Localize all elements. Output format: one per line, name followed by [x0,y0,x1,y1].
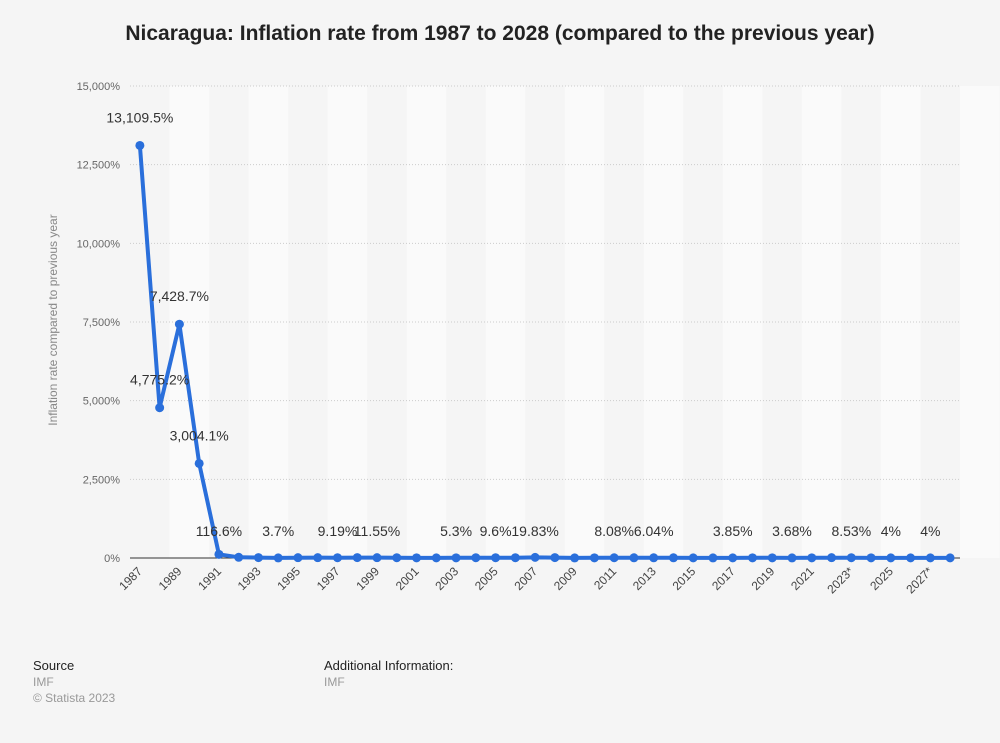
x-tick-label: 1991 [195,564,224,593]
y-tick-label: 12,500% [77,160,121,172]
y-tick-label: 15,000% [77,81,121,93]
data-point [688,553,698,563]
data-point [807,553,817,563]
data-point [273,553,283,563]
x-tick-label: 2019 [749,564,778,593]
data-point [550,553,560,563]
x-tick-label: 2021 [788,564,817,593]
y-tick-label: 0% [104,553,120,565]
source-block: Source IMF © Statista 2023 [33,658,115,706]
data-label: 3,004.1% [170,427,229,443]
data-point [372,553,382,563]
data-label: 3.68% [772,523,812,539]
data-point [866,553,876,563]
data-point [194,458,204,468]
data-point [629,553,639,563]
data-point [510,553,520,563]
data-label: 6.04% [634,523,674,539]
data-point [906,553,916,563]
x-tick-label: 1993 [235,564,264,593]
data-label: 4,775.2% [130,372,189,388]
x-tick-label: 2023* [824,564,856,596]
source-text: IMF [33,675,54,689]
data-label: 116.6% [196,523,242,539]
data-point [570,553,580,563]
data-label: 4% [920,523,940,539]
data-point [412,553,422,563]
data-label: 3.85% [713,523,753,539]
source-heading: Source [33,658,75,673]
data-point [886,553,896,563]
data-point [827,553,837,563]
data-point [135,140,145,150]
additional-info-text: IMF [324,675,345,689]
data-point [649,553,659,563]
data-label: 5.3% [440,523,472,539]
x-tick-label: 1989 [156,564,185,593]
data-label: 9.19% [318,523,358,539]
x-tick-label: 2017 [709,564,738,593]
x-tick-label: 1987 [116,564,145,593]
data-point [333,553,342,563]
data-point [155,403,165,413]
x-tick-label: 2009 [551,564,580,593]
data-point [214,549,224,559]
x-tick-label: 1995 [274,564,303,593]
x-tick-label: 2027* [903,564,935,596]
data-label: 11.55% [354,523,400,539]
data-point [787,553,797,563]
data-point [352,553,362,563]
data-point [234,552,244,562]
data-point [589,553,599,563]
data-point [748,553,757,563]
data-point [174,319,184,329]
x-tick-label: 2013 [630,564,659,593]
data-point [293,553,303,563]
x-tick-label: 2005 [472,564,501,593]
y-tick-label: 10,000% [77,238,121,250]
data-point [530,552,540,562]
x-tick-label: 2001 [393,564,422,593]
data-point [491,553,501,563]
data-point [392,553,402,563]
y-axis-title: Inflation rate compared to previous year [46,214,60,425]
x-tick-label: 2015 [670,564,699,593]
data-label: 7,428.7% [150,288,209,304]
y-tick-label: 5,000% [83,396,121,408]
data-point [767,553,777,563]
data-point [253,553,263,563]
x-tick-label: 2025 [867,564,896,593]
data-label: 8.08% [594,523,634,539]
data-point [431,553,441,563]
data-point [313,553,323,563]
x-tick-label: 2011 [591,564,619,592]
data-point [708,553,718,563]
y-tick-label: 7,500% [83,317,121,329]
data-label: 19.83% [511,523,558,539]
chart-title: Nicaragua: Inflation rate from 1987 to 2… [125,22,875,45]
copyright-text: © Statista 2023 [33,691,116,705]
background-band [960,86,1000,558]
data-label: 13,109.5% [106,109,173,125]
x-tick-label: 1997 [314,564,343,593]
additional-info-heading: Additional Information: [324,658,454,673]
data-point [471,553,481,563]
data-label: 9.6% [480,523,512,539]
data-point [609,553,619,563]
data-label: 3.7% [262,523,294,539]
data-point [945,553,955,563]
additional-info-block: Additional Information: IMF [324,658,453,690]
data-point [846,553,856,563]
y-tick-label: 2,500% [83,474,121,486]
x-tick-label: 2003 [432,564,461,593]
data-point [668,553,678,563]
data-point [925,553,935,563]
data-label: 8.53% [831,523,871,539]
data-point [451,553,461,563]
x-tick-label: 1999 [353,564,382,593]
x-tick-label: 2007 [511,564,540,593]
data-label: 4% [881,523,901,539]
data-point [728,553,738,563]
